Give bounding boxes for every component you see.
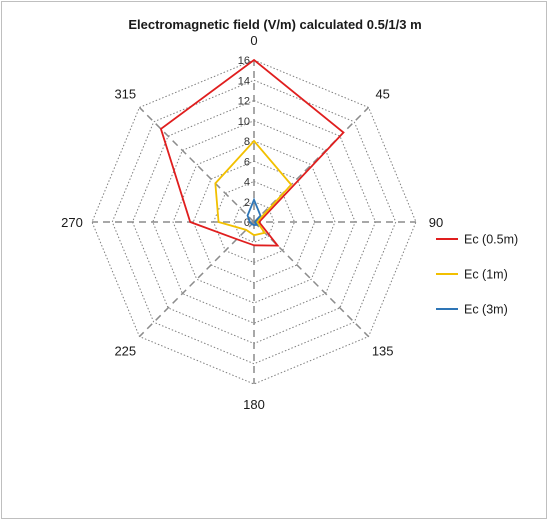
grid-ring (172, 140, 336, 304)
grid-ring (91, 59, 417, 385)
series-lines (159, 58, 345, 247)
category-label: 270 (61, 215, 83, 230)
legend: Ec (0.5m) Ec (1m) Ec (3m) (436, 233, 518, 317)
legend-label: Ec (3m) (464, 303, 508, 317)
legend-label: Ec (1m) (464, 268, 508, 282)
series-line (246, 197, 262, 226)
category-label: 180 (243, 397, 265, 412)
radial-tick-labels: 0 2 4 6 8 10 12 14 16 (238, 55, 250, 229)
radial-tick-label: 6 (244, 156, 250, 168)
category-labels: 0 45 90 135 180 225 270 315 (61, 33, 443, 412)
axis-spoke (253, 106, 370, 223)
radial-tick-label: 0 (244, 217, 250, 229)
radial-tick-label: 10 (238, 116, 250, 128)
chart-title: Electromagnetic field (V/m) calculated 0… (128, 17, 421, 32)
category-label: 135 (372, 344, 394, 359)
category-label: 315 (114, 86, 136, 101)
grid-ring (111, 79, 397, 365)
category-label: 90 (429, 215, 443, 230)
legend-label: Ec (0.5m) (464, 233, 518, 247)
radial-tick-label: 8 (244, 136, 250, 148)
category-label: 0 (250, 33, 257, 48)
category-label: 225 (114, 344, 136, 359)
radial-tick-label: 14 (238, 75, 250, 87)
category-label: 45 (375, 86, 389, 101)
radial-tick-label: 16 (238, 55, 250, 67)
radial-tick-label: 4 (244, 177, 250, 189)
series-line (159, 58, 345, 247)
axis-spoke (138, 106, 255, 223)
radial-tick-label: 2 (244, 197, 250, 209)
series-line (214, 139, 293, 237)
axis-spoke (138, 221, 255, 338)
radial-tick-label: 12 (238, 96, 250, 108)
